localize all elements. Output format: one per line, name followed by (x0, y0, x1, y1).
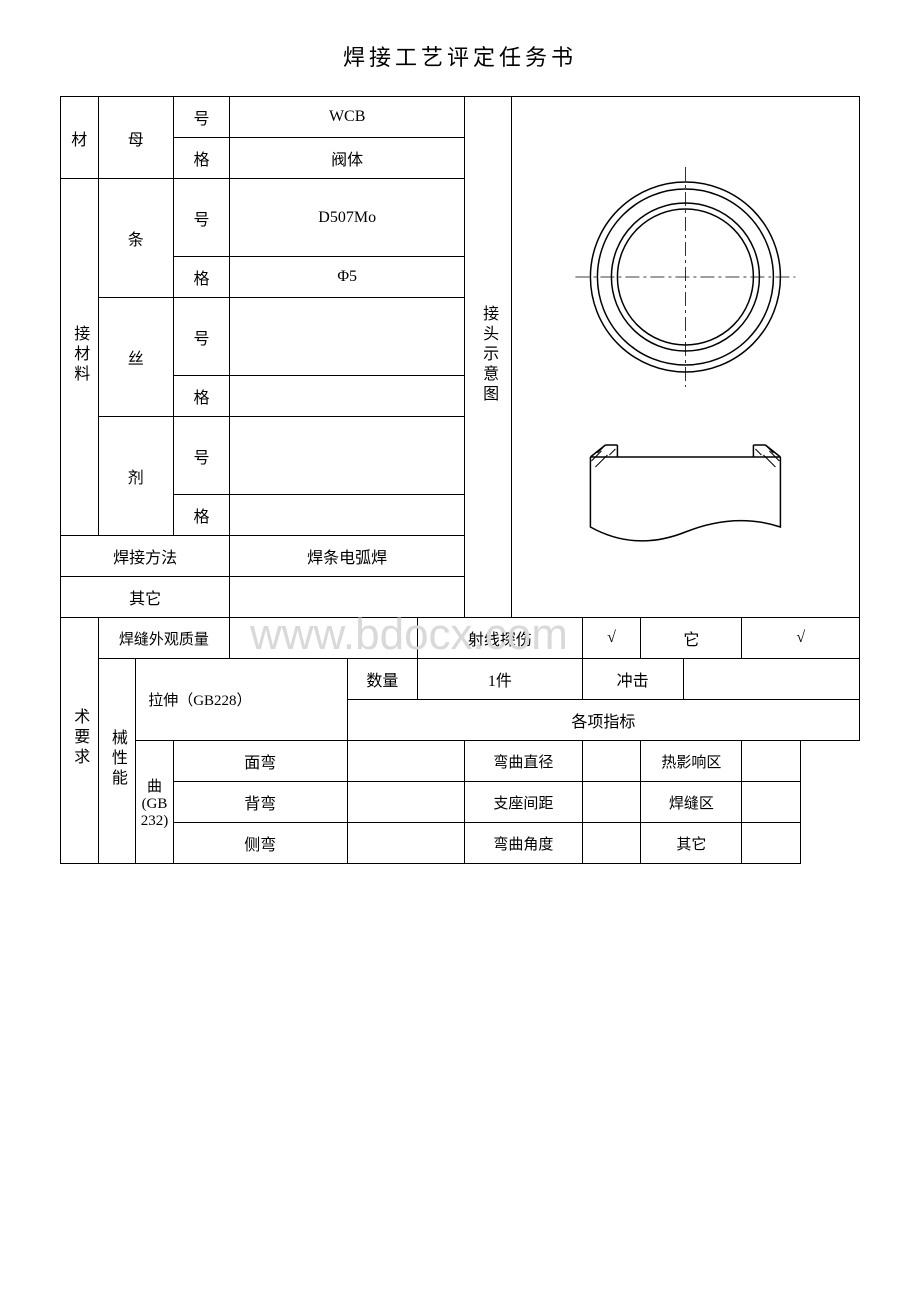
quality-other-label: 它 (641, 618, 742, 659)
bend-diameter-val (582, 741, 641, 782)
base-grade-value: WCB (230, 97, 465, 138)
method-value: 焊条电弧焊 (230, 536, 465, 577)
side-bend-val (347, 823, 465, 864)
side-bend: 侧弯 (173, 823, 347, 864)
bend-diameter: 弯曲直径 (465, 741, 582, 782)
rt-check: √ (582, 618, 641, 659)
wire-grade-label: 号 (173, 298, 229, 376)
rt-label: 射线探伤 (418, 618, 583, 659)
back-bend-val (347, 782, 465, 823)
base-spec-label: 格 (173, 138, 229, 179)
mech-label: 械性能 (98, 659, 136, 864)
base-mat-col1: 材 (61, 97, 99, 179)
back-bend: 背弯 (173, 782, 347, 823)
method-label: 焊接方法 (61, 536, 230, 577)
doc-title: 焊接工艺评定任务书 (60, 40, 860, 72)
rod-grade-label: 号 (173, 179, 229, 257)
flux-label: 剂 (98, 417, 173, 536)
weld-zone-label: 焊缝区 (641, 782, 742, 823)
span-label: 支座间距 (465, 782, 582, 823)
flux-grade-label: 号 (173, 417, 229, 495)
bend-other-label: 其它 (641, 823, 742, 864)
qty-value: 1件 (418, 659, 583, 700)
base-mat-sub: 母 (98, 97, 173, 179)
quality-blank (230, 618, 418, 659)
haz-label: 热影响区 (641, 741, 742, 782)
base-spec-value: 阀体 (230, 138, 465, 179)
tech-label: 术要求 (61, 618, 99, 864)
rod-spec-label: 格 (173, 257, 229, 298)
other-label: 其它 (61, 577, 230, 618)
flux-grade-value (230, 417, 465, 495)
angle-label: 弯曲角度 (465, 823, 582, 864)
rod-label: 条 (98, 179, 173, 298)
main-table: 材 母 号 WCB 接头示意图 (60, 96, 860, 864)
quality-label: 焊缝外观质量 (98, 618, 230, 659)
diagram (512, 97, 860, 618)
weld-zone-val (742, 782, 801, 823)
haz-val (742, 741, 801, 782)
face-bend-val (347, 741, 465, 782)
wire-label: 丝 (98, 298, 173, 417)
base-grade-label: 号 (173, 97, 229, 138)
rod-spec-value: Φ5 (230, 257, 465, 298)
impact-value (683, 659, 859, 700)
wire-spec-label: 格 (173, 376, 229, 417)
wire-grade-value (230, 298, 465, 376)
angle-val (582, 823, 641, 864)
other-value (230, 577, 465, 618)
indicators-label: 各项指标 (347, 700, 859, 741)
impact-label: 冲击 (582, 659, 683, 700)
bend-other-val (742, 823, 801, 864)
flux-spec-value (230, 495, 465, 536)
weld-mat-label: 接材料 (61, 179, 99, 536)
bend-label: 曲(GB232) (136, 741, 174, 864)
qty-label: 数量 (347, 659, 417, 700)
face-bend: 面弯 (173, 741, 347, 782)
rod-grade-value: D507Mo (230, 179, 465, 257)
tensile-label: 拉伸（GB228） (136, 659, 347, 741)
wire-spec-value (230, 376, 465, 417)
flux-spec-label: 格 (173, 495, 229, 536)
quality-other-check: √ (742, 618, 860, 659)
diagram-label: 接头示意图 (465, 97, 512, 618)
span-val (582, 782, 641, 823)
